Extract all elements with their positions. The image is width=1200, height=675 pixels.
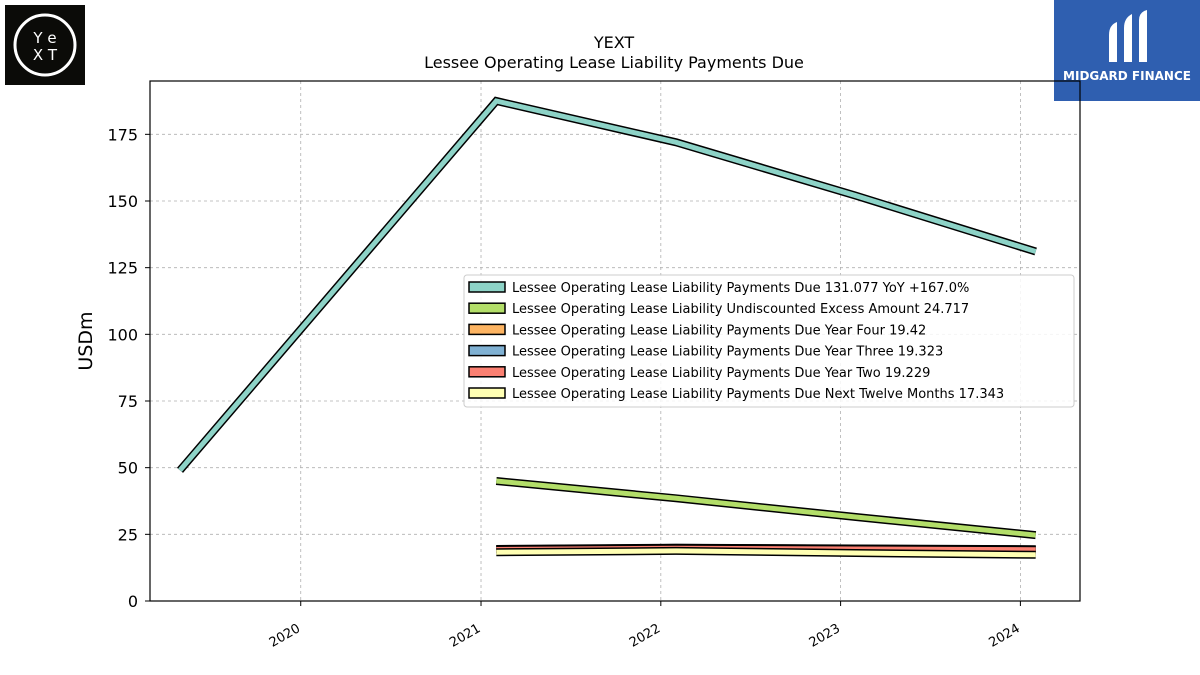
legend-swatch bbox=[468, 387, 506, 399]
x-tick-label: 2021 bbox=[447, 621, 483, 651]
y-tick-label: 175 bbox=[107, 125, 138, 144]
y-tick-label: 125 bbox=[107, 259, 138, 278]
legend-swatch bbox=[468, 344, 506, 357]
y-tick-label: 50 bbox=[118, 459, 138, 478]
legend-swatch bbox=[468, 281, 506, 293]
y-tick-label: 25 bbox=[118, 525, 138, 544]
legend-swatch bbox=[468, 323, 506, 336]
legend-swatch bbox=[468, 366, 506, 378]
series-line-fill bbox=[496, 548, 1036, 558]
y-tick-label: 100 bbox=[107, 325, 138, 344]
legend-entry: Lessee Operating Lease Liability Payment… bbox=[512, 281, 969, 296]
legend-entry: Lessee Operating Lease Liability Payment… bbox=[512, 387, 1004, 402]
x-tick-label: 2022 bbox=[627, 621, 663, 651]
x-tick-label: 2024 bbox=[987, 621, 1023, 651]
chart-title: YEXT bbox=[593, 33, 635, 52]
legend: Lessee Operating Lease Liability Payment… bbox=[463, 274, 1075, 408]
plot-frame bbox=[149, 80, 1081, 602]
yext-logo: Y e X T bbox=[5, 5, 85, 85]
series-line-fill bbox=[496, 478, 1036, 538]
y-tick-label: 75 bbox=[118, 392, 138, 411]
series-line-fill bbox=[178, 98, 1037, 472]
legend-entry: Lessee Operating Lease Liability Undisco… bbox=[512, 302, 969, 317]
legend-entry: Lessee Operating Lease Liability Payment… bbox=[512, 323, 926, 338]
y-tick-label: 150 bbox=[107, 192, 138, 211]
midgard-finance-wordmark: MIDGARD FINANCE bbox=[1063, 69, 1191, 83]
series-line bbox=[495, 477, 1037, 540]
legend-entry: Lessee Operating Lease Liability Payment… bbox=[512, 345, 943, 360]
series-line bbox=[496, 546, 1036, 559]
x-tick-label: 2023 bbox=[807, 621, 843, 651]
chart-subtitle: Lessee Operating Lease Liability Payment… bbox=[424, 53, 804, 72]
y-tick-label: 0 bbox=[128, 592, 138, 611]
midgard-finance-logo: MIDGARD FINANCE bbox=[1054, 0, 1200, 101]
legend-entry: Lessee Operating Lease Liability Payment… bbox=[512, 366, 930, 381]
series-line bbox=[176, 96, 1037, 473]
legend-swatch bbox=[468, 302, 506, 314]
svg-text:X T: X T bbox=[33, 46, 58, 64]
legend-box bbox=[463, 274, 1075, 408]
y-axis-label: USDm bbox=[75, 311, 97, 370]
svg-text:Y e: Y e bbox=[32, 29, 56, 47]
x-tick-label: 2020 bbox=[267, 621, 303, 651]
series-lines bbox=[176, 96, 1037, 559]
